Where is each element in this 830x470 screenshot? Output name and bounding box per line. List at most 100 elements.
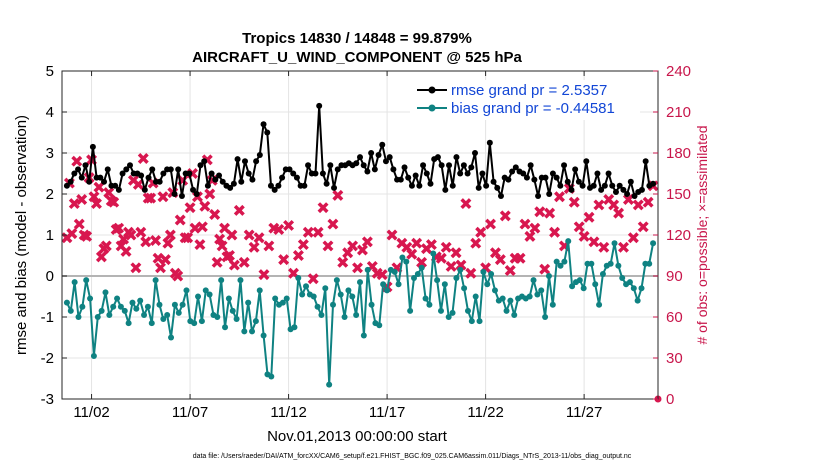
assimilated-obs-marker — [91, 198, 102, 210]
rmse-point — [171, 191, 178, 197]
rmse-point — [216, 172, 223, 179]
bias-point — [171, 301, 178, 308]
assimilated-obs-marker — [120, 245, 132, 257]
rmse-point — [468, 164, 475, 171]
bias-point — [333, 277, 340, 284]
x-axis-ticks: 11/02 11/07 11/12 11/17 11/22 11/27 — [73, 71, 602, 421]
rmse-point — [293, 174, 300, 181]
rmse-point — [208, 170, 215, 177]
bias-point — [144, 303, 151, 310]
rmse-point — [101, 178, 108, 185]
assimilated-obs-marker — [322, 240, 334, 252]
y-tick-label: -1 — [41, 309, 54, 326]
assimilated-obs-marker — [544, 207, 556, 219]
bias-point — [476, 318, 483, 325]
rmse-point — [201, 158, 208, 165]
rmse-point — [605, 170, 612, 177]
assimilated-obs-marker — [174, 214, 186, 226]
bias-point — [630, 285, 637, 292]
assimilated-obs-marker — [226, 229, 238, 241]
assimilated-obs-marker — [292, 250, 304, 261]
rmse-point — [334, 166, 341, 173]
rmse-point — [494, 184, 501, 191]
assimilated-obs-marker — [95, 251, 107, 263]
rmse-point — [561, 162, 568, 169]
rmse-point — [405, 174, 412, 181]
bias-point — [63, 299, 70, 306]
rmse-point — [438, 162, 445, 169]
rmse-point — [104, 166, 111, 173]
assimilated-obs-marker — [76, 193, 88, 205]
rmse-point — [612, 188, 619, 195]
bias-point — [121, 307, 128, 314]
right-y-axis-label: # of obs: o=possible; ×=assimilated — [694, 125, 710, 344]
bias-point — [156, 301, 163, 308]
rmse-point — [275, 182, 282, 189]
bias-point — [98, 307, 105, 314]
bias-point — [214, 314, 221, 320]
rmse-point — [557, 182, 564, 189]
rmse-point — [527, 162, 534, 169]
assimilated-obs-marker — [189, 222, 201, 234]
bias-point — [561, 258, 568, 265]
y-axis-label: rmse and bias (model - observation) — [13, 115, 30, 355]
bias-point — [565, 238, 572, 245]
rmse-point — [457, 170, 464, 177]
assimilated-obs-marker — [243, 229, 255, 241]
assimilated-obs-marker — [253, 232, 265, 244]
assimilated-obs-marker — [66, 228, 78, 240]
assimilated-obs-marker — [327, 218, 339, 230]
rmse-point — [175, 166, 182, 173]
y-tick-label: 4 — [46, 104, 54, 121]
bias-point — [152, 277, 159, 284]
rmse-point — [186, 170, 193, 177]
bias-point — [233, 316, 240, 323]
rmse-point — [190, 186, 197, 193]
right-y-tick-label: 240 — [666, 63, 691, 80]
chart-subtitle: AIRCRAFT_U_WIND_COMPONENT @ 525 hPa — [192, 49, 522, 66]
rmse-point — [353, 160, 360, 167]
assimilated-obs-marker — [549, 226, 561, 238]
assimilated-obs-marker — [583, 211, 595, 223]
rmse-point — [420, 162, 427, 169]
y-tick-label: -2 — [41, 350, 54, 367]
rmse-point — [490, 178, 497, 185]
rmse-point — [423, 170, 430, 177]
bias-point — [545, 273, 552, 279]
rmse-point — [590, 182, 597, 189]
legend-box — [410, 80, 640, 120]
rmse-point — [115, 186, 122, 193]
assimilated-obs-marker — [425, 239, 437, 251]
rmse-point — [542, 174, 549, 181]
rmse-point — [416, 182, 423, 189]
legend-bias-marker — [428, 104, 436, 112]
bias-point — [225, 295, 232, 302]
rmse-point — [594, 170, 601, 177]
bias-point — [106, 311, 113, 318]
assimilated-obs-marker — [172, 270, 184, 282]
assimilated-obs-marker — [196, 221, 208, 233]
bias-point — [445, 314, 452, 320]
legend-rmse-label: rmse grand pr = 2.5357 — [451, 82, 607, 99]
bias-point — [380, 281, 387, 288]
x-tick-label: 11/17 — [369, 404, 405, 421]
rmse-point — [264, 129, 271, 136]
data-file-footer: data file: /Users/raeder/DAI/ATM_forcXX/… — [193, 453, 632, 460]
bias-point — [399, 254, 406, 261]
assimilated-obs-marker — [108, 196, 120, 208]
bias-point — [79, 303, 86, 310]
assimilated-obs-marker — [238, 256, 250, 268]
bias-point — [484, 281, 491, 288]
rmse-point — [609, 182, 616, 189]
rmse-point — [449, 182, 456, 189]
right-y-tick-label: 30 — [666, 350, 683, 367]
bias-point — [90, 352, 97, 359]
bias-point — [279, 299, 286, 306]
rmse-point — [71, 170, 78, 177]
assimilated-obs-marker — [159, 254, 171, 266]
assimilated-obs-marker — [361, 236, 373, 248]
rmse-point — [382, 158, 389, 165]
bias-point — [441, 281, 448, 288]
assimilated-obs-marker — [157, 191, 169, 203]
assimilated-obs-marker — [164, 229, 176, 241]
